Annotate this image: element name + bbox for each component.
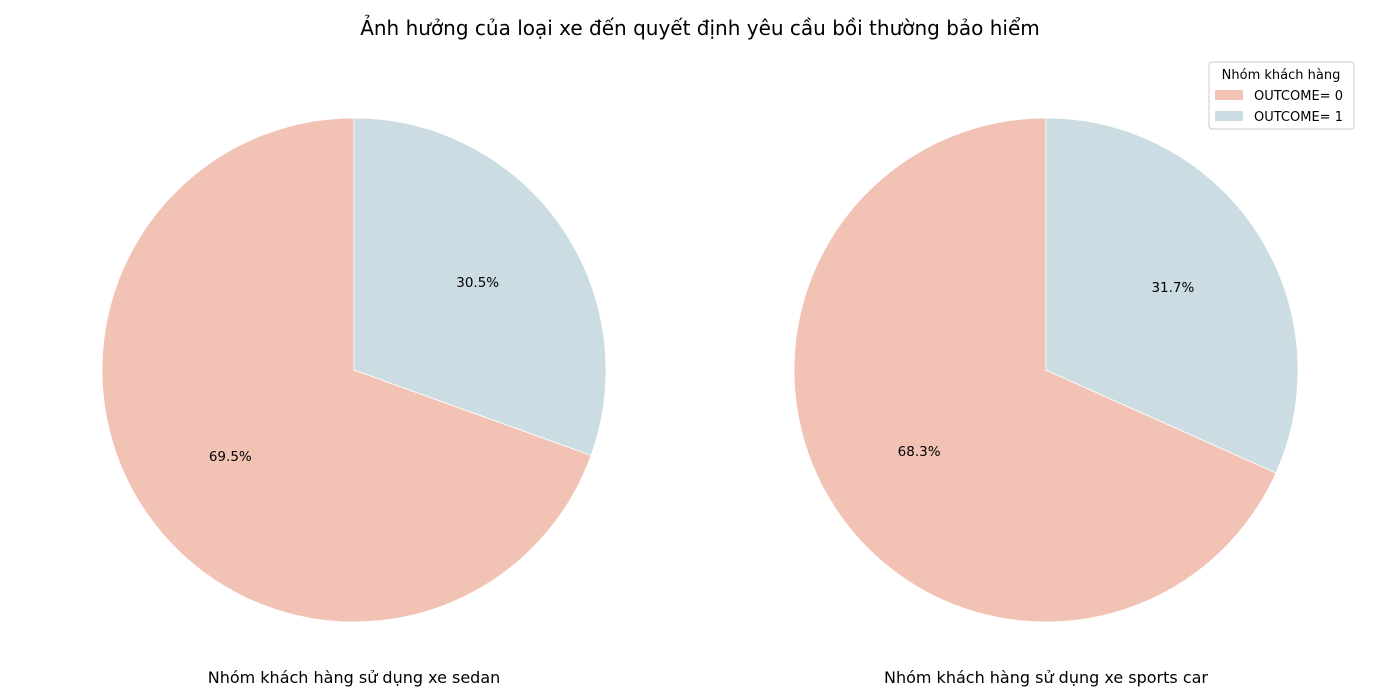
pie-caption-sports-car: Nhóm khách hàng sử dụng xe sports car <box>884 668 1208 687</box>
pie-slice-sedan-outcome-1 <box>353 117 607 456</box>
pie-chart-sedan: 69.5% 30.5% <box>101 117 607 623</box>
legend-label-outcome-0: OUTCOME= 0 <box>1254 89 1343 104</box>
legend-title: Nhóm khách hàng <box>1222 68 1341 83</box>
figure-title: Ảnh hưởng của loại xe đến quyết định yêu… <box>360 15 1040 40</box>
legend-label-outcome-1: OUTCOME= 1 <box>1254 110 1343 125</box>
pie-slice-sports-car-outcome-1 <box>1045 117 1299 474</box>
legend-swatch-outcome-1 <box>1215 111 1243 121</box>
legend: Nhóm khách hàng OUTCOME= 0 OUTCOME= 1 <box>1208 61 1355 130</box>
legend-swatch-outcome-0 <box>1215 90 1243 100</box>
pie-slice-sedan-outcome-0 <box>101 117 592 623</box>
pie-caption-sedan: Nhóm khách hàng sử dụng xe sedan <box>208 668 501 687</box>
pie-chart-sports-car: 68.3% 31.7% <box>793 117 1299 623</box>
pie-pct-label-sports-car-outcome-1: 31.7% <box>1151 280 1194 296</box>
pie-pct-label-sedan-outcome-0: 69.5% <box>209 449 252 465</box>
pie-pct-label-sedan-outcome-1: 30.5% <box>456 275 499 291</box>
pie-slice-sports-car-outcome-0 <box>793 117 1277 623</box>
legend-frame <box>1208 61 1355 130</box>
pie-pct-label-sports-car-outcome-0: 68.3% <box>898 444 941 460</box>
